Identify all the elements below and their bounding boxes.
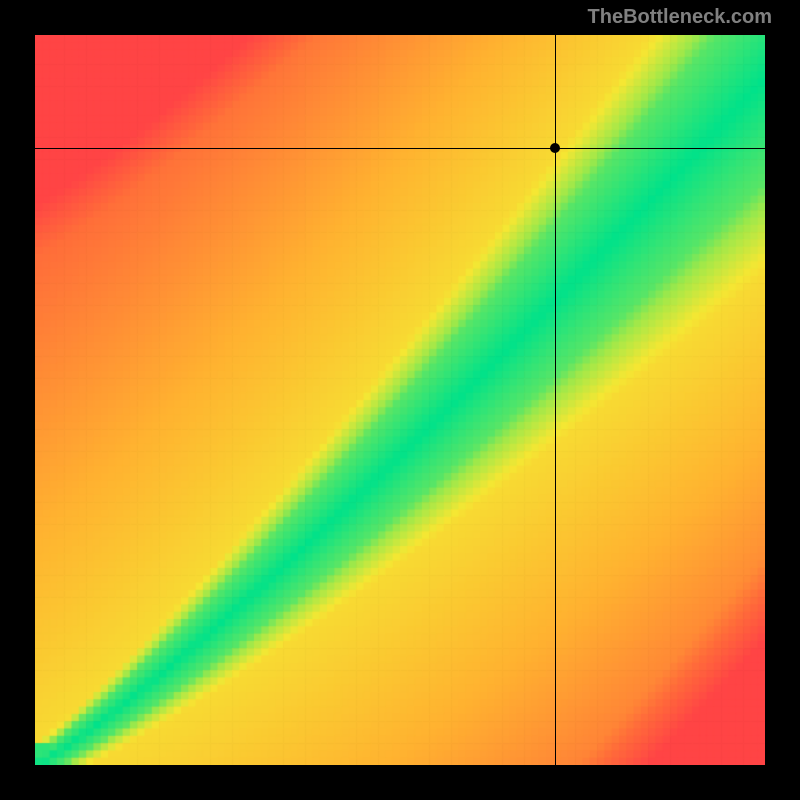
crosshair-marker [550,143,560,153]
watermark-text: TheBottleneck.com [588,6,772,29]
crosshair-horizontal [35,148,765,149]
heatmap-chart [35,35,765,765]
heatmap-canvas [35,35,765,765]
